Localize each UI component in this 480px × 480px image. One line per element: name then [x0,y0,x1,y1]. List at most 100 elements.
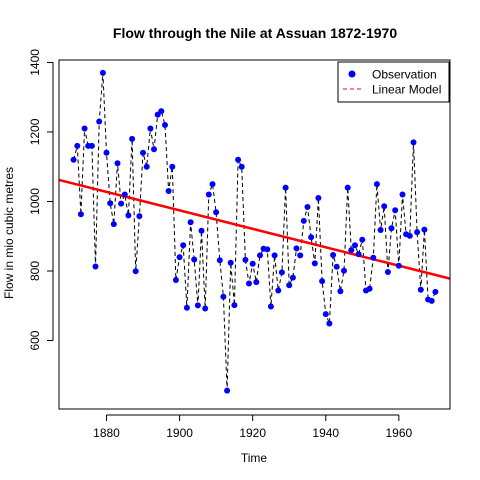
observation-point [220,293,227,300]
chart-title: Flow through the Nile at Assuan 1872-197… [113,25,397,41]
observation-point [202,305,209,312]
observation-point [114,160,121,167]
observation-point [158,108,165,115]
observation-point [275,287,282,294]
observation-point [162,122,168,128]
observation-point [304,204,311,210]
observation-point [286,282,293,289]
legend-linear-model-label: Linear Model [372,83,441,97]
observation-point [107,200,114,207]
observation-point [384,269,391,275]
x-axis-label: Time [241,451,268,465]
observation-point [395,262,402,269]
observation-point [359,236,366,243]
x-tick-label: 1880 [93,426,120,440]
observation-point [216,257,223,264]
observation-point [125,212,132,219]
observation-point [326,320,333,327]
observation-point [176,254,183,261]
x-tick-label: 1900 [166,426,193,440]
x-tick-label: 1920 [239,426,266,440]
observation-point [165,188,172,194]
observation-point [432,288,439,295]
observation-point [366,285,373,292]
observation-point [103,149,110,156]
observation-point [300,217,307,224]
observation-point [297,252,304,259]
observation-point [129,135,136,142]
observation-point [352,242,358,249]
observation-point [278,269,285,276]
observation-point [169,163,176,170]
observation-point [143,163,150,170]
observation-point [249,260,256,267]
observation-point [344,184,351,191]
observation-point [132,268,139,275]
observation-point [333,263,340,270]
observation-point [187,219,194,226]
observation-point [74,142,81,149]
observation-point [289,274,296,281]
y-tick-label: 600 [28,330,42,350]
observation-point [319,278,326,285]
observation-point [282,184,289,191]
observation-point [370,254,377,261]
observation-point [224,387,231,394]
observation-point [410,139,417,146]
observation-point [377,227,384,233]
observation-point [180,242,187,249]
observation-point [264,246,271,253]
legend-observation-marker [348,70,356,78]
observation-point [191,256,198,263]
observation-point [136,213,143,220]
observation-point [355,251,362,258]
observation-point [183,304,190,311]
observation-point [267,303,274,310]
x-axis: 1880 1900 1920 1940 1960 [93,414,413,440]
observation-point [151,146,157,153]
observation-point [417,286,424,293]
observation-point [110,221,117,228]
observation-point [121,191,128,198]
y-tick-label: 800 [28,261,42,281]
observation-point [392,207,399,214]
observation-point [118,200,125,207]
observation-point [337,288,344,295]
observation-point [172,277,179,283]
observation-point [428,297,435,304]
legend-box [337,61,450,103]
observation-point [293,245,300,252]
observation-point [213,209,220,216]
observation-point [399,191,406,198]
observation-point [231,302,238,309]
observation-point [205,191,212,198]
observation-point [406,232,413,239]
observation-point [70,156,77,163]
observation-point [96,118,103,125]
observation-point [92,263,99,270]
observation-point [227,259,234,266]
observation-point [257,252,263,259]
plot-area [58,69,451,394]
y-axis-label: Flow in mio cubic metres [2,167,16,299]
observation-point [242,256,249,263]
observation-point [330,252,337,258]
observation-point [341,267,347,274]
observation-point [99,69,106,76]
observation-point [140,149,146,156]
observation-point [414,229,421,236]
observation-point [235,156,242,163]
observation-point [308,234,315,241]
observation-point [315,195,322,201]
x-tick-label: 1960 [385,426,412,440]
y-tick-label: 1000 [28,188,42,215]
observation-line [73,72,436,391]
observation-point [271,252,278,259]
observation-point [209,181,216,188]
observation-point [81,125,88,132]
observation-point [238,163,245,170]
observation-point [194,302,201,309]
observation-point [381,203,388,210]
observation-point [421,226,428,233]
